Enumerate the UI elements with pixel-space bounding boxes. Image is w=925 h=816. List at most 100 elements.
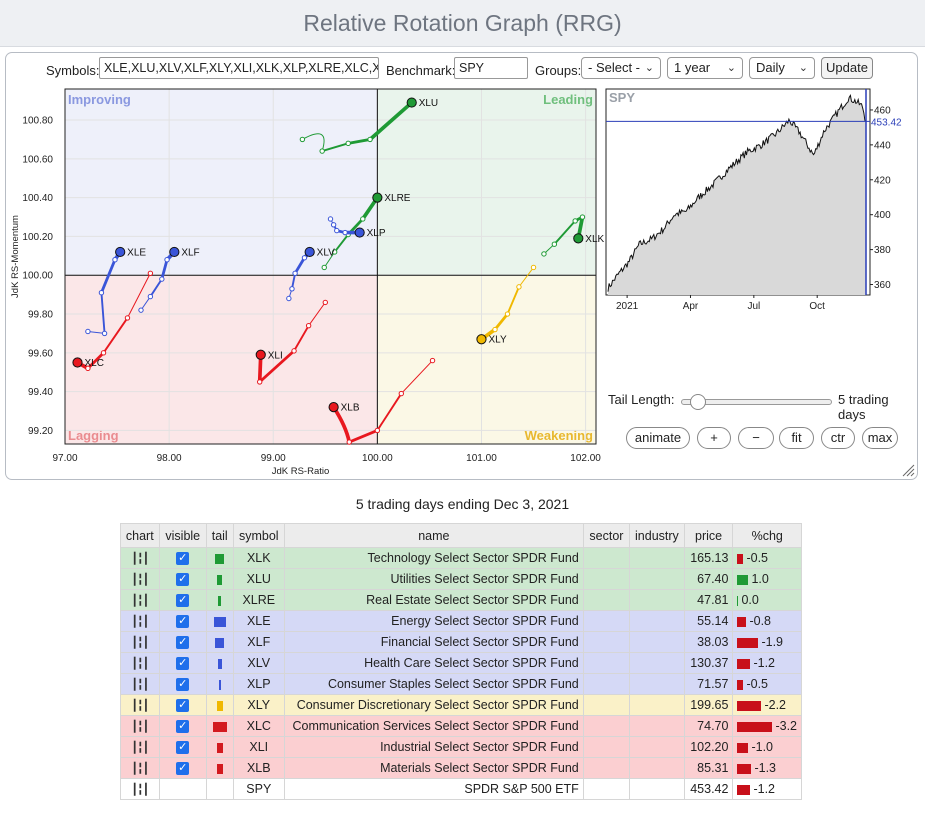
table-row[interactable]: ┃╏┃ ✓ XLC Communication Services Select Sec… [120, 715, 802, 737]
series-xlv[interactable]: XLV [286, 246, 336, 302]
visible-cell[interactable]: ✓ [158, 694, 207, 716]
animate-button[interactable]: animate [626, 427, 690, 449]
col-chart[interactable]: chart [120, 523, 160, 548]
candlestick-chart-icon[interactable]: ┃╏┃ [131, 763, 149, 775]
table-row[interactable]: ┃╏┃ ✓ XLRE Real Estate Select Sector SPDR F… [120, 589, 802, 611]
visible-cell[interactable] [158, 778, 207, 800]
head-point[interactable] [372, 192, 383, 203]
frequency-select[interactable]: Daily ⌄ [749, 57, 815, 79]
zoom-out-button[interactable]: − [738, 427, 774, 449]
head-point[interactable] [72, 357, 83, 368]
candlestick-chart-icon[interactable]: ┃╏┃ [131, 784, 149, 796]
col-visible[interactable]: visible [158, 523, 207, 548]
table-row[interactable]: ┃╏┃ ✓ XLE Energy Select Sector SPDR Fund 55.… [120, 610, 802, 632]
fit-button[interactable]: fit [779, 427, 814, 449]
visible-cell[interactable]: ✓ [158, 631, 207, 653]
chart-cell[interactable]: ┃╏┃ [120, 568, 160, 590]
visible-cell[interactable]: ✓ [158, 715, 207, 737]
visible-cell[interactable]: ✓ [158, 673, 207, 695]
table-row[interactable]: ┃╏┃ ✓ XLK Technology Select Sector SPDR Fun… [120, 547, 802, 569]
table-row[interactable]: ┃╏┃ ✓ XLY Consumer Discretionary Select Sec… [120, 694, 802, 716]
candlestick-chart-icon[interactable]: ┃╏┃ [131, 742, 149, 754]
visible-checkbox[interactable]: ✓ [176, 678, 190, 692]
candlestick-chart-icon[interactable]: ┃╏┃ [131, 553, 149, 565]
visible-checkbox[interactable]: ✓ [176, 720, 190, 734]
chart-cell[interactable]: ┃╏┃ [120, 673, 160, 695]
head-point[interactable] [328, 402, 339, 413]
resize-handle-icon[interactable] [901, 463, 915, 477]
col-industry[interactable]: industry [629, 523, 685, 548]
table-row[interactable]: ┃╏┃ ✓ XLF Financial Select Sector SPDR Fund… [120, 631, 802, 653]
groups-select[interactable]: - Select - ⌄ [581, 57, 661, 79]
chart-cell[interactable]: ┃╏┃ [120, 610, 160, 632]
visible-checkbox[interactable]: ✓ [176, 636, 190, 650]
head-point[interactable] [304, 246, 315, 258]
table-row[interactable]: ┃╏┃ ✓ XLV Health Care Select Sector SPDR Fu… [120, 652, 802, 674]
visible-cell[interactable]: ✓ [158, 652, 207, 674]
candlestick-chart-icon[interactable]: ┃╏┃ [131, 721, 149, 733]
visible-checkbox[interactable]: ✓ [176, 573, 190, 587]
candlestick-chart-icon[interactable]: ┃╏┃ [131, 616, 149, 628]
zoom-in-button[interactable]: + [697, 427, 731, 449]
series-xlk[interactable]: XLK [541, 214, 605, 257]
visible-checkbox[interactable]: ✓ [176, 657, 190, 671]
col-sector[interactable]: sector [582, 523, 631, 548]
max-button[interactable]: max [862, 427, 898, 449]
chart-cell[interactable]: ┃╏┃ [120, 547, 160, 569]
head-point[interactable] [255, 349, 266, 360]
series-xlu[interactable]: XLU [299, 97, 438, 154]
col-symbol[interactable]: symbol [232, 523, 285, 548]
visible-cell[interactable]: ✓ [158, 757, 207, 779]
series-xlp[interactable]: XLP [327, 216, 386, 239]
series-xlb[interactable]: XLB [328, 357, 436, 445]
col-tail[interactable]: tail [205, 523, 234, 548]
center-button[interactable]: ctr [821, 427, 855, 449]
candlestick-chart-icon[interactable]: ┃╏┃ [131, 700, 149, 712]
series-xlre[interactable]: XLRE [321, 192, 411, 271]
head-point[interactable] [354, 227, 365, 238]
col-price[interactable]: price [683, 523, 734, 548]
head-point[interactable] [476, 334, 487, 345]
chart-cell[interactable]: ┃╏┃ [120, 715, 160, 737]
chart-cell[interactable]: ┃╏┃ [120, 631, 160, 653]
visible-cell[interactable]: ✓ [158, 547, 207, 569]
tail-length-slider[interactable] [689, 394, 706, 410]
table-row[interactable]: ┃╏┃ SPY SPDR S&P 500 ETF 453.42 -1.2 [120, 778, 802, 800]
visible-checkbox[interactable]: ✓ [176, 594, 190, 608]
visible-cell[interactable]: ✓ [158, 589, 207, 611]
series-xle[interactable]: XLE [85, 246, 147, 337]
tail-length-track[interactable] [681, 394, 832, 410]
table-row[interactable]: ┃╏┃ ✓ XLP Consumer Staples Select Sector SP… [120, 673, 802, 695]
candlestick-chart-icon[interactable]: ┃╏┃ [131, 637, 149, 649]
col-chg[interactable]: %chg [732, 523, 802, 548]
series-xlc[interactable]: XLC [72, 270, 154, 372]
candlestick-chart-icon[interactable]: ┃╏┃ [131, 595, 149, 607]
candlestick-chart-icon[interactable]: ┃╏┃ [131, 679, 149, 691]
visible-cell[interactable]: ✓ [158, 610, 207, 632]
chart-cell[interactable]: ┃╏┃ [120, 652, 160, 674]
table-row[interactable]: ┃╏┃ ✓ XLB Materials Select Sector SPDR Fund… [120, 757, 802, 779]
symbols-input[interactable]: XLE,XLU,XLV,XLF,XLY,XLI,XLK,XLP,XLRE,XLC… [99, 57, 379, 79]
table-row[interactable]: ┃╏┃ ✓ XLI Industrial Select Sector SPDR Fun… [120, 736, 802, 758]
head-point[interactable] [573, 233, 584, 244]
head-point[interactable] [115, 246, 126, 258]
series-xly[interactable]: XLY [476, 264, 537, 346]
series-xlf[interactable]: XLF [138, 246, 200, 313]
col-name[interactable]: name [283, 523, 584, 548]
head-point[interactable] [406, 97, 417, 108]
visible-checkbox[interactable]: ✓ [176, 762, 190, 776]
candlestick-chart-icon[interactable]: ┃╏┃ [131, 658, 149, 670]
head-point[interactable] [169, 246, 180, 258]
series-xli[interactable]: XLI [255, 299, 328, 385]
chart-cell[interactable]: ┃╏┃ [120, 736, 160, 758]
visible-checkbox[interactable]: ✓ [176, 699, 190, 713]
update-button[interactable]: Update [821, 57, 873, 79]
chart-cell[interactable]: ┃╏┃ [120, 778, 160, 800]
benchmark-input[interactable]: SPY [454, 57, 528, 79]
visible-checkbox[interactable]: ✓ [176, 741, 190, 755]
visible-cell[interactable]: ✓ [158, 568, 207, 590]
table-row[interactable]: ┃╏┃ ✓ XLU Utilities Select Sector SPDR Fund… [120, 568, 802, 590]
visible-checkbox[interactable]: ✓ [176, 615, 190, 629]
chart-cell[interactable]: ┃╏┃ [120, 757, 160, 779]
candlestick-chart-icon[interactable]: ┃╏┃ [131, 574, 149, 586]
